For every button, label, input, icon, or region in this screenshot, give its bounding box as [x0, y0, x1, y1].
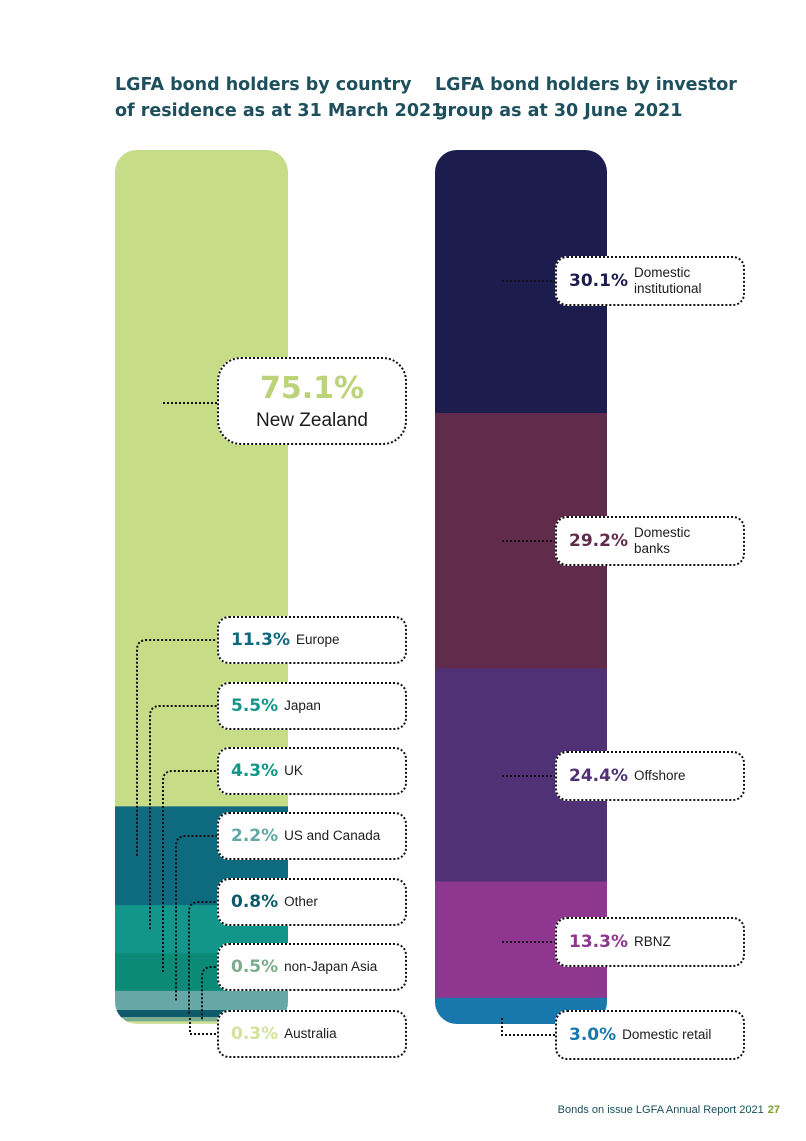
- data-label-category: Japan: [284, 698, 321, 713]
- title-line: LGFA bond holders by country: [115, 75, 412, 95]
- data-label-category: Europe: [295, 632, 340, 647]
- data-label-value: 29.2%: [569, 531, 628, 551]
- data-label-rbnz: 13.3% RBNZ: [555, 917, 745, 967]
- data-label-domestic-institutional: 30.1% Domestic institutional: [555, 256, 745, 306]
- data-label-category: UK: [284, 763, 303, 778]
- data-label-value: 13.3%: [569, 932, 628, 952]
- data-label-category: Other: [284, 894, 318, 909]
- data-label-category: RBNZ: [633, 934, 671, 949]
- bar-segment-us-and-canada: [115, 990, 288, 1011]
- data-label-category: Offshore: [633, 768, 686, 783]
- data-label-value: 30.1%: [569, 271, 628, 291]
- title-line: LGFA bond holders by investor: [435, 75, 737, 95]
- data-label-value: 11.3%: [231, 630, 290, 650]
- data-label-value: 0.8%: [231, 892, 279, 912]
- data-label-new-zealand: 75.1% New Zealand: [217, 357, 407, 445]
- data-label-category: Domestic banks: [633, 525, 691, 556]
- data-label-value: 4.3%: [231, 761, 279, 781]
- data-label-domestic-banks: 29.2% Domestic banks: [555, 516, 745, 566]
- data-label-category: Australia: [284, 1026, 337, 1041]
- leader-line-other: [188, 901, 217, 1014]
- data-label-value: 0.5%: [231, 957, 279, 977]
- data-label-value: 5.5%: [231, 696, 279, 716]
- bar-segment-non-japan-asia: [115, 1017, 288, 1022]
- page-footer: Bonds on issue LGFA Annual Report 2021 27: [540, 1104, 780, 1116]
- title-line: group as at 30 June 2021: [435, 101, 683, 121]
- data-label-category: non-Japan Asia: [284, 959, 378, 974]
- footer-text: Bonds on issue LGFA Annual Report 2021: [557, 1104, 764, 1116]
- data-label-category: US and Canada: [284, 828, 381, 843]
- data-label-category: Domestic institutional: [633, 265, 702, 296]
- data-label-value: 0.3%: [231, 1024, 279, 1044]
- data-label-offshore: 24.4% Offshore: [555, 751, 745, 801]
- data-label-domestic-retail: 3.0% Domestic retail: [555, 1010, 745, 1060]
- bar-investor: [435, 150, 607, 1024]
- bar-segment-australia: [115, 1021, 288, 1024]
- leader-line-japan: [149, 705, 217, 930]
- data-label-uk: 4.3% UK: [217, 747, 407, 795]
- leader-line-domestic-retail: [501, 1018, 555, 1036]
- data-label-value: 2.2%: [231, 826, 279, 846]
- leader-line-australia: [189, 1018, 217, 1035]
- data-label-non-japan-asia: 0.5% non-Japan Asia: [217, 943, 407, 991]
- chart-title-country: LGFA bond holders by country of residenc…: [115, 72, 443, 124]
- data-label-category: Domestic retail: [622, 1027, 712, 1042]
- data-label-category: New Zealand: [256, 409, 368, 431]
- data-label-value: 3.0%: [569, 1025, 617, 1045]
- leader-line-europe: [136, 639, 217, 856]
- data-label-other: 0.8% Other: [217, 878, 407, 926]
- data-label-europe: 11.3% Europe: [217, 616, 407, 664]
- title-line: of residence as at 31 March 2021: [115, 101, 444, 121]
- data-label-japan: 5.5% Japan: [217, 682, 407, 730]
- page-number: 27: [767, 1104, 780, 1116]
- data-label-australia: 0.3% Australia: [217, 1010, 407, 1058]
- data-label-us-and-canada: 2.2% US and Canada: [217, 812, 407, 860]
- data-label-value: 75.1%: [259, 370, 365, 406]
- chart-title-investor: LGFA bond holders by investor group as a…: [435, 72, 737, 124]
- data-label-value: 24.4%: [569, 766, 628, 786]
